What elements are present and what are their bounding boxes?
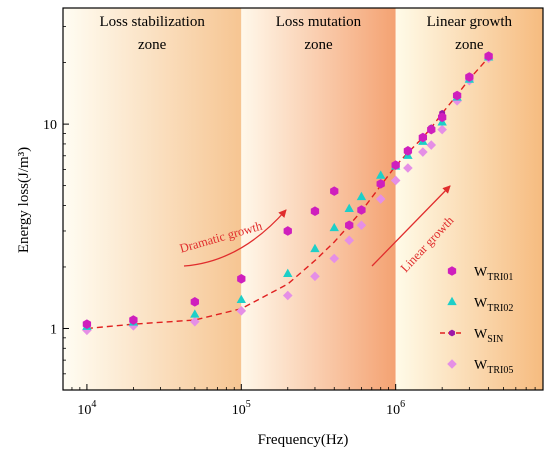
data-point xyxy=(418,132,428,143)
data-point xyxy=(330,186,339,196)
data-point xyxy=(403,163,413,173)
data-point xyxy=(190,309,200,318)
y-axis-label: Energy loss(J/m³) xyxy=(16,147,32,253)
series-line xyxy=(86,56,490,330)
data-point xyxy=(452,90,462,101)
data-point xyxy=(282,290,293,301)
data-point xyxy=(418,147,428,157)
zone-label: zone xyxy=(455,37,484,53)
plot-frame xyxy=(62,7,544,391)
data-point xyxy=(390,175,401,186)
data-point xyxy=(82,319,92,329)
data-point xyxy=(329,253,340,264)
data-point xyxy=(190,297,199,307)
zone-label: zone xyxy=(138,37,167,53)
x-tick-label: 105 xyxy=(232,399,251,418)
data-point xyxy=(310,243,320,253)
data-point xyxy=(283,268,293,278)
data-point xyxy=(375,194,386,204)
data-point xyxy=(345,220,354,231)
dramatic-growth-arrow xyxy=(183,209,287,267)
x-tick-label: 106 xyxy=(386,399,405,418)
data-point xyxy=(237,274,246,284)
zone-background xyxy=(63,8,242,390)
series-tri01 xyxy=(82,51,493,329)
data-point xyxy=(356,191,367,201)
data-point xyxy=(376,179,385,189)
y-tick-label: 10 xyxy=(43,118,57,133)
data-point xyxy=(391,160,400,170)
legend-swatch xyxy=(447,296,457,306)
zone-backgrounds: Loss stabilization zone Loss mutation zone L… xyxy=(63,8,543,390)
data-point xyxy=(344,235,355,246)
zone-label: zone xyxy=(304,37,333,53)
data-point xyxy=(129,315,138,325)
data-point xyxy=(403,146,413,156)
x-axis-label: Frequency(Hz) xyxy=(258,432,349,448)
linear-growth-arrow xyxy=(371,185,451,267)
x-tick-label: 104 xyxy=(77,399,96,418)
legend-swatch xyxy=(447,266,457,276)
legend-swatch xyxy=(449,329,455,337)
data-point xyxy=(426,140,437,150)
data-point xyxy=(310,271,320,282)
data-point xyxy=(465,72,474,82)
data-point xyxy=(484,51,493,61)
zone-label: Loss mutation xyxy=(276,14,362,30)
legend-swatch xyxy=(447,359,457,369)
data-point xyxy=(356,220,367,231)
data-point xyxy=(376,170,386,179)
data-point xyxy=(438,112,447,123)
y-tick-label: 1 xyxy=(50,322,57,337)
data-series xyxy=(82,51,494,336)
data-point xyxy=(236,306,247,316)
data-point xyxy=(310,206,320,216)
data-point xyxy=(427,124,436,135)
data-point xyxy=(283,226,292,236)
zone-label: Linear growth xyxy=(427,14,513,30)
data-point xyxy=(329,222,339,232)
zone-background xyxy=(395,8,543,390)
data-point xyxy=(357,205,366,215)
data-point xyxy=(437,124,447,135)
zone-label: Loss stabilization xyxy=(99,14,205,30)
data-point xyxy=(190,316,200,327)
data-point xyxy=(236,294,246,304)
data-point xyxy=(344,203,354,212)
zone-background xyxy=(241,8,396,390)
